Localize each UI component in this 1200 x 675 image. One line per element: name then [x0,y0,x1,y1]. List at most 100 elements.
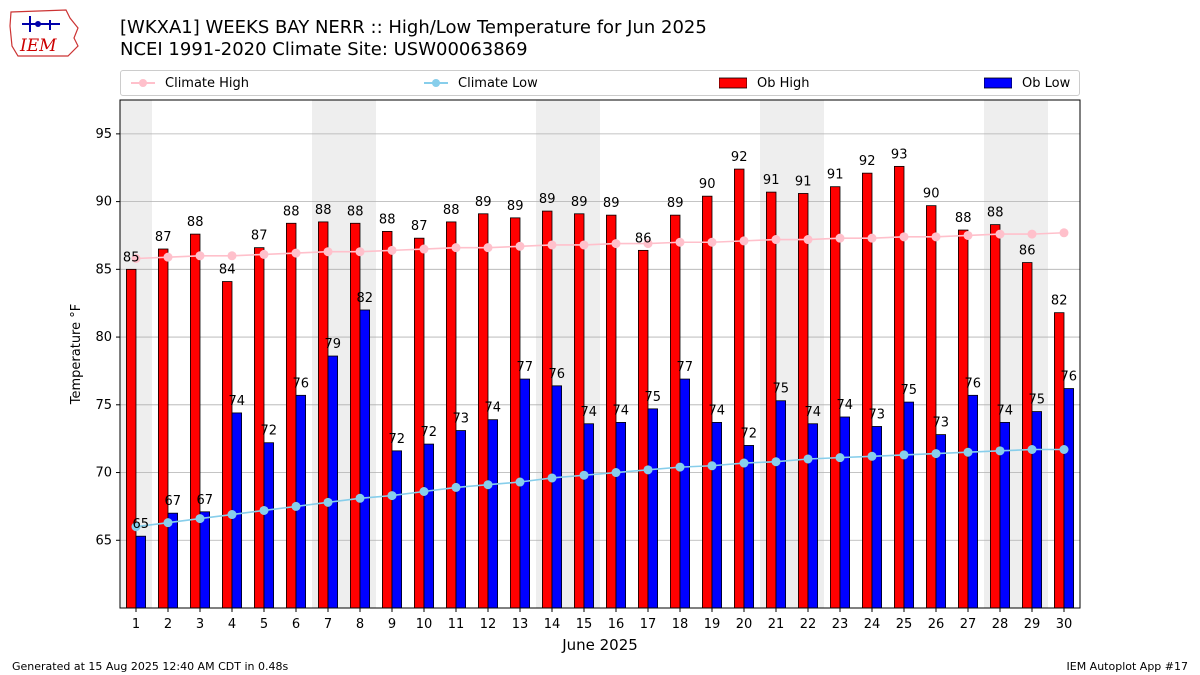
ob-low-bar [423,443,435,609]
ob-high-bar [1054,312,1065,609]
ob-high-bar [798,193,809,609]
climate-high-point [355,247,365,257]
legend-item-climate-high: Climate High [131,71,249,95]
ob-high-label: 84 [219,263,236,278]
climate-low-point [195,514,205,524]
climate-low-line [135,448,1064,528]
climate-high-point [259,249,269,259]
climate-low-point [547,473,557,483]
ob-low-bar [487,419,499,609]
ob-high-label: 89 [475,195,492,210]
climate-high-point [899,232,909,242]
climate-low-point [867,451,877,461]
ob-high-label: 88 [379,212,396,227]
ob-high-bar [542,210,553,609]
ob-low-label: 75 [901,383,918,398]
ob-low-bar [839,416,851,609]
ob-low-label: 76 [293,376,310,391]
climate-high-point [803,235,813,245]
x-tick-label: 23 [832,617,849,632]
footer-app-text: IEM Autoplot App #17 [1066,660,1189,673]
climate-low-point [451,482,461,492]
ob-high-bar [702,195,713,609]
logo-text: IEM [19,36,57,56]
ob-high-label: 82 [1051,294,1068,309]
ob-high-bar [638,249,649,609]
ob-high-label: 86 [635,231,652,246]
ob-high-label: 89 [603,196,620,211]
x-axis-label: June 2025 [561,636,638,654]
ob-low-label: 72 [389,432,406,447]
x-tick-label: 11 [448,617,465,632]
ob-high-bar [1022,262,1033,609]
ob-low-label: 74 [581,405,598,420]
climate-high-point [995,229,1005,239]
legend-label-ob-high: Ob High [757,75,810,91]
climate-high-point [675,237,685,247]
ob-high-label: 87 [155,230,172,245]
ob-high-label: 90 [699,177,716,192]
ob-low-bar [263,442,275,609]
climate-high-point [643,239,653,249]
ob-high-bar [381,231,393,609]
climate-low-point [323,497,333,507]
ob-high-label: 87 [411,219,428,234]
ob-low-label: 76 [1061,370,1078,385]
legend-label-climate-high: Climate High [165,75,250,91]
ob-low-label: 73 [933,416,950,431]
iowa-outline-icon [9,9,79,57]
x-tick-label: 17 [640,617,657,632]
x-tick-label: 1 [132,617,140,632]
ob-low-label: 75 [773,382,790,397]
climate-high-point [963,230,973,240]
climate-low-point [387,491,397,501]
y-tick-label: 65 [95,533,112,548]
climate-high-point [195,251,205,261]
y-tick-label: 95 [95,127,112,142]
ob-low-label: 67 [165,494,182,509]
climate-high-point [739,236,749,246]
ob-high-label: 87 [251,229,268,244]
ob-high-label: 90 [923,187,940,202]
chart-legend: Climate High Climate Low Ob High Ob Low [120,70,1080,96]
climate-low-point [1027,445,1037,455]
ob-low-bar [679,378,691,609]
ob-low-bar [167,512,179,609]
chart-title: [WKXA1] WEEKS BAY NERR :: High/Low Tempe… [120,17,707,38]
ob-high-label: 88 [955,211,972,226]
ob-low-label: 72 [741,426,758,441]
ob-low-bar [1063,388,1075,609]
climate-high-point [1027,229,1037,239]
ob-low-label: 75 [645,390,662,405]
climate-low-point [419,486,429,496]
ob-low-bar [711,422,723,609]
climate-high-point [867,233,877,243]
x-tick-label: 9 [388,617,396,632]
climate-low-point [675,462,685,472]
ob-high-label: 88 [347,204,364,219]
climate-high-point [515,241,525,251]
ob-low-label: 75 [1029,393,1046,408]
ob-high-label: 88 [443,203,460,218]
ob-high-bar [157,248,169,609]
ob-low-label: 76 [549,367,566,382]
ob-high-label: 86 [1019,244,1036,259]
climate-high-point [227,251,237,261]
ob-high-bar [285,222,297,609]
x-tick-label: 14 [544,617,561,632]
ob-low-label: 67 [197,493,214,508]
ob-low-label: 74 [709,403,726,418]
climate-high-point [771,235,781,245]
x-tick-label: 27 [960,617,977,632]
y-tick-label: 70 [95,466,112,481]
climate-low-point [963,447,973,457]
x-tick-label: 21 [768,617,785,632]
y-axis-label: Temperature °F [69,304,84,405]
climate-low-point [899,450,909,460]
ob-high-bar [670,214,681,609]
ob-low-bar [967,394,979,609]
ob-high-bar [734,168,745,609]
ob-high-bar [958,229,969,609]
ob-high-label: 88 [987,206,1004,221]
